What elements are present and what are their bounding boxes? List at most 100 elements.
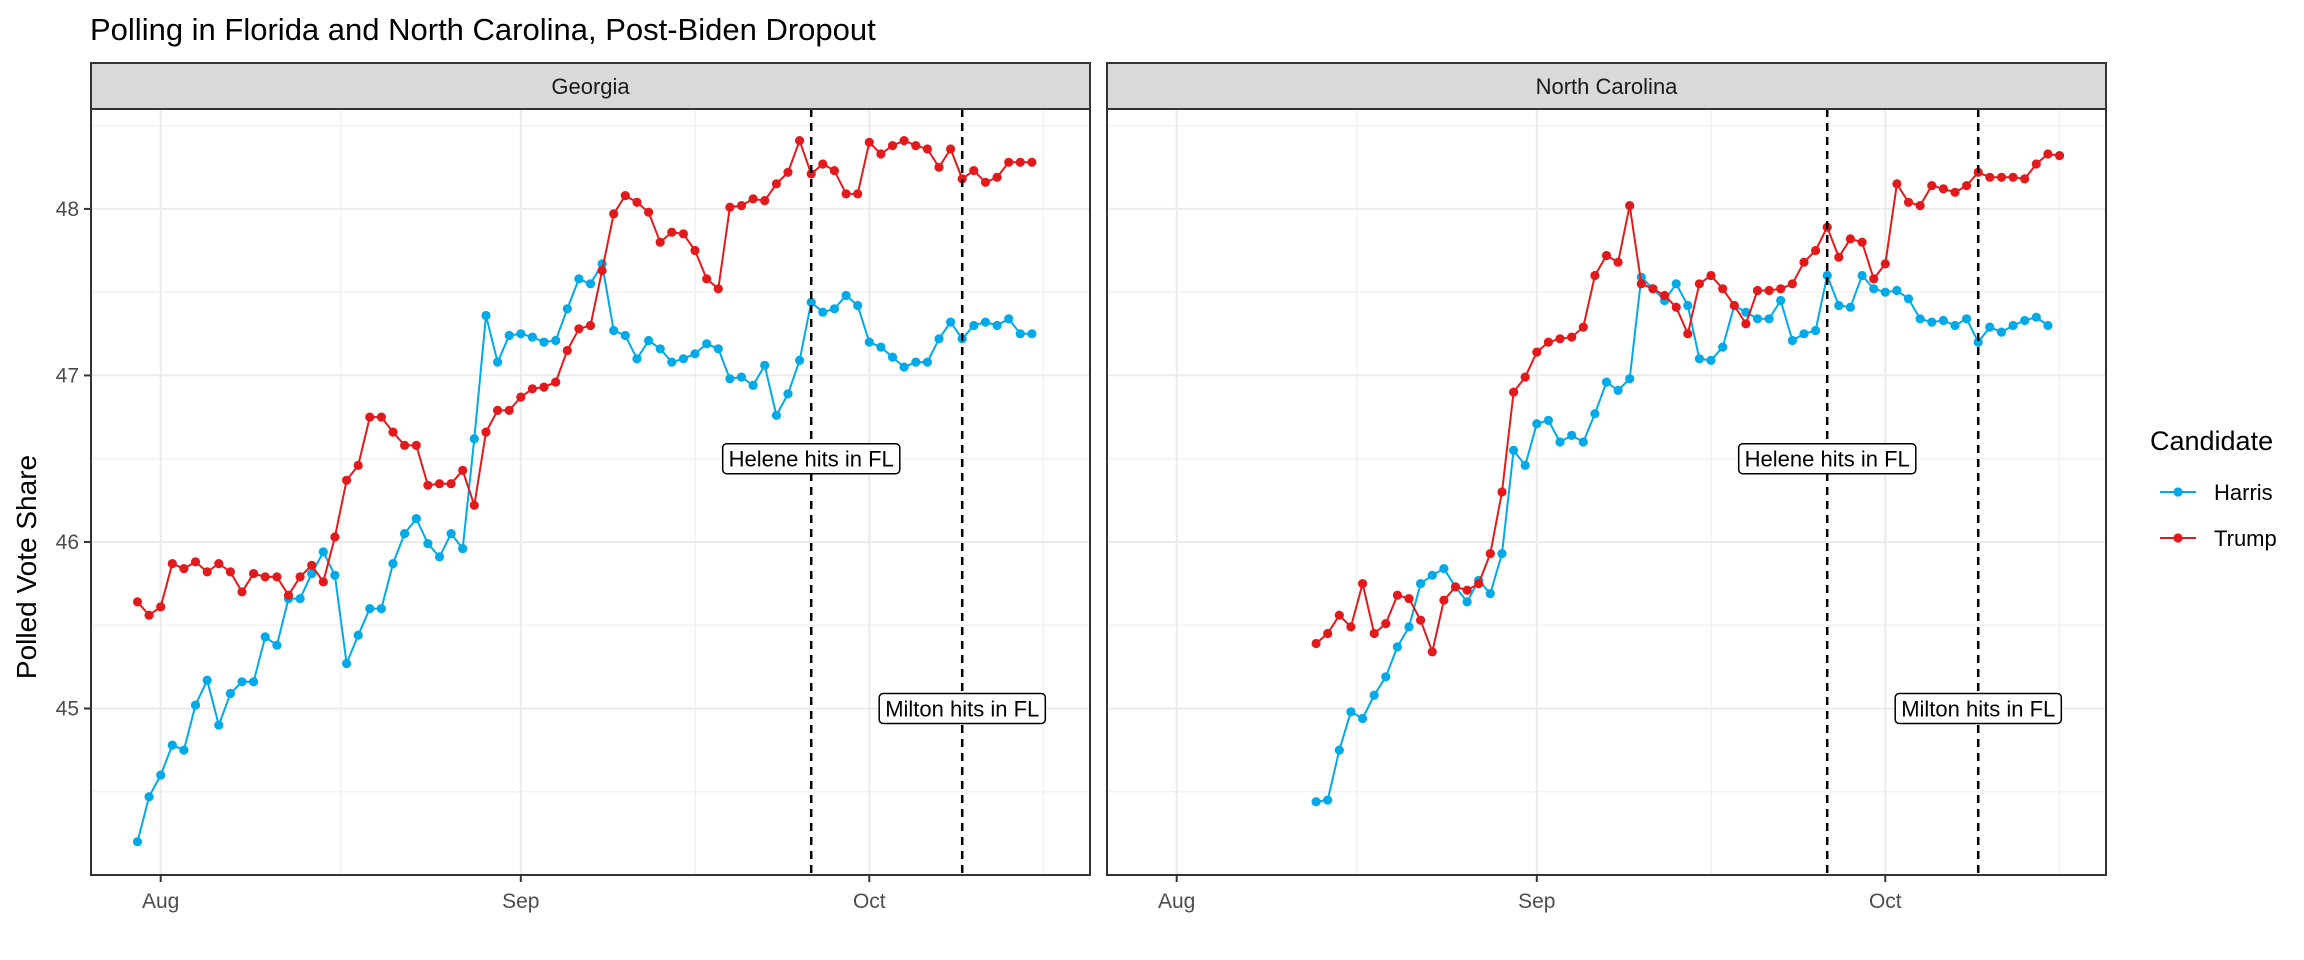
data-point <box>690 349 700 359</box>
data-point <box>458 465 468 475</box>
data-point <box>307 569 317 579</box>
data-point <box>795 355 805 365</box>
data-point <box>736 372 747 382</box>
y-axis-label: Polled Vote Share <box>11 455 42 679</box>
data-point <box>644 335 654 346</box>
data-point <box>144 792 154 802</box>
data-point <box>202 675 212 685</box>
data-point <box>1555 334 1565 344</box>
data-point <box>992 320 1002 331</box>
data-point <box>156 602 166 612</box>
data-point <box>1369 690 1379 700</box>
data-point <box>260 572 270 582</box>
event-label-1: Helene hits in FL <box>1737 442 1917 475</box>
data-point <box>283 590 294 600</box>
data-point <box>725 202 735 212</box>
data-point <box>434 479 445 489</box>
data-point <box>249 569 259 579</box>
data-point <box>1636 279 1646 289</box>
data-point <box>342 658 352 669</box>
data-point <box>1683 300 1693 311</box>
data-point <box>1973 337 1983 347</box>
data-point <box>899 136 909 146</box>
data-point <box>1694 279 1704 289</box>
data-point <box>1787 279 1797 289</box>
event-label-box <box>721 442 901 475</box>
data-point <box>1799 329 1809 339</box>
data-point <box>690 245 700 256</box>
data-point <box>1509 445 1519 455</box>
data-point <box>400 440 410 450</box>
series-line-harris <box>1315 271 2049 803</box>
data-point <box>1555 437 1565 447</box>
data-point <box>1845 234 1855 244</box>
data-point <box>1532 347 1542 357</box>
data-point <box>1334 745 1344 755</box>
data-point <box>853 300 863 311</box>
data-point <box>423 539 433 549</box>
facet-strip <box>90 62 1091 110</box>
data-point <box>1706 355 1716 365</box>
data-point <box>1776 295 1786 306</box>
legend-item-trump: Trump <box>2160 526 2277 551</box>
data-point <box>1439 564 1449 574</box>
x-tick-label: Sep <box>1518 890 1555 913</box>
data-point <box>481 427 491 437</box>
data-point <box>1450 582 1461 592</box>
data-point <box>1764 285 1774 296</box>
data-point <box>202 567 212 577</box>
data-point <box>1834 300 1844 311</box>
data-point <box>922 357 933 367</box>
data-point <box>1671 279 1681 289</box>
data-point <box>1311 638 1321 649</box>
data-point <box>1567 430 1577 440</box>
data-point <box>1474 579 1484 589</box>
data-point <box>214 559 224 569</box>
data-point <box>458 544 468 554</box>
data-point <box>1381 672 1391 682</box>
legend-item-harris: Harris <box>2160 480 2273 505</box>
data-point <box>632 197 642 207</box>
data-point <box>388 559 398 569</box>
data-point <box>1004 314 1014 324</box>
data-point <box>655 344 665 354</box>
data-point <box>946 317 956 327</box>
data-point <box>1950 187 1960 197</box>
data-point <box>562 304 572 314</box>
data-point <box>516 329 526 339</box>
data-point <box>574 274 584 284</box>
data-point <box>516 392 526 402</box>
data-point <box>1027 329 1037 339</box>
event-label-text: Milton hits in FL <box>885 696 1039 721</box>
x-tick-label: Aug <box>1158 890 1195 913</box>
data-point <box>411 440 421 450</box>
data-point <box>527 332 538 342</box>
data-point <box>551 335 561 346</box>
data-point <box>725 374 735 384</box>
data-point <box>1718 342 1728 352</box>
data-point <box>1857 270 1867 281</box>
data-point <box>1369 628 1379 639</box>
data-point <box>132 837 143 847</box>
data-point <box>1427 570 1437 580</box>
data-point <box>620 191 630 201</box>
data-point <box>1718 284 1728 294</box>
data-point <box>1938 184 1948 194</box>
data-point <box>1671 302 1681 312</box>
data-point <box>864 337 874 347</box>
legend-title: Candidate <box>2150 426 2273 456</box>
x-tick-label: Aug <box>142 890 179 913</box>
data-point <box>2054 151 2065 161</box>
data-point <box>1892 179 1902 189</box>
data-point <box>574 324 584 334</box>
data-point <box>2020 174 2030 184</box>
data-point <box>504 330 514 341</box>
data-point <box>318 547 328 557</box>
panel-georgia: Helene hits in FL Milton hits in FL Georgi… <box>56 62 1091 913</box>
data-point <box>1462 597 1472 607</box>
data-point <box>1392 590 1402 600</box>
data-point <box>1892 285 1902 296</box>
data-point <box>1485 589 1495 599</box>
data-point <box>330 570 340 580</box>
data-point <box>1764 314 1774 324</box>
